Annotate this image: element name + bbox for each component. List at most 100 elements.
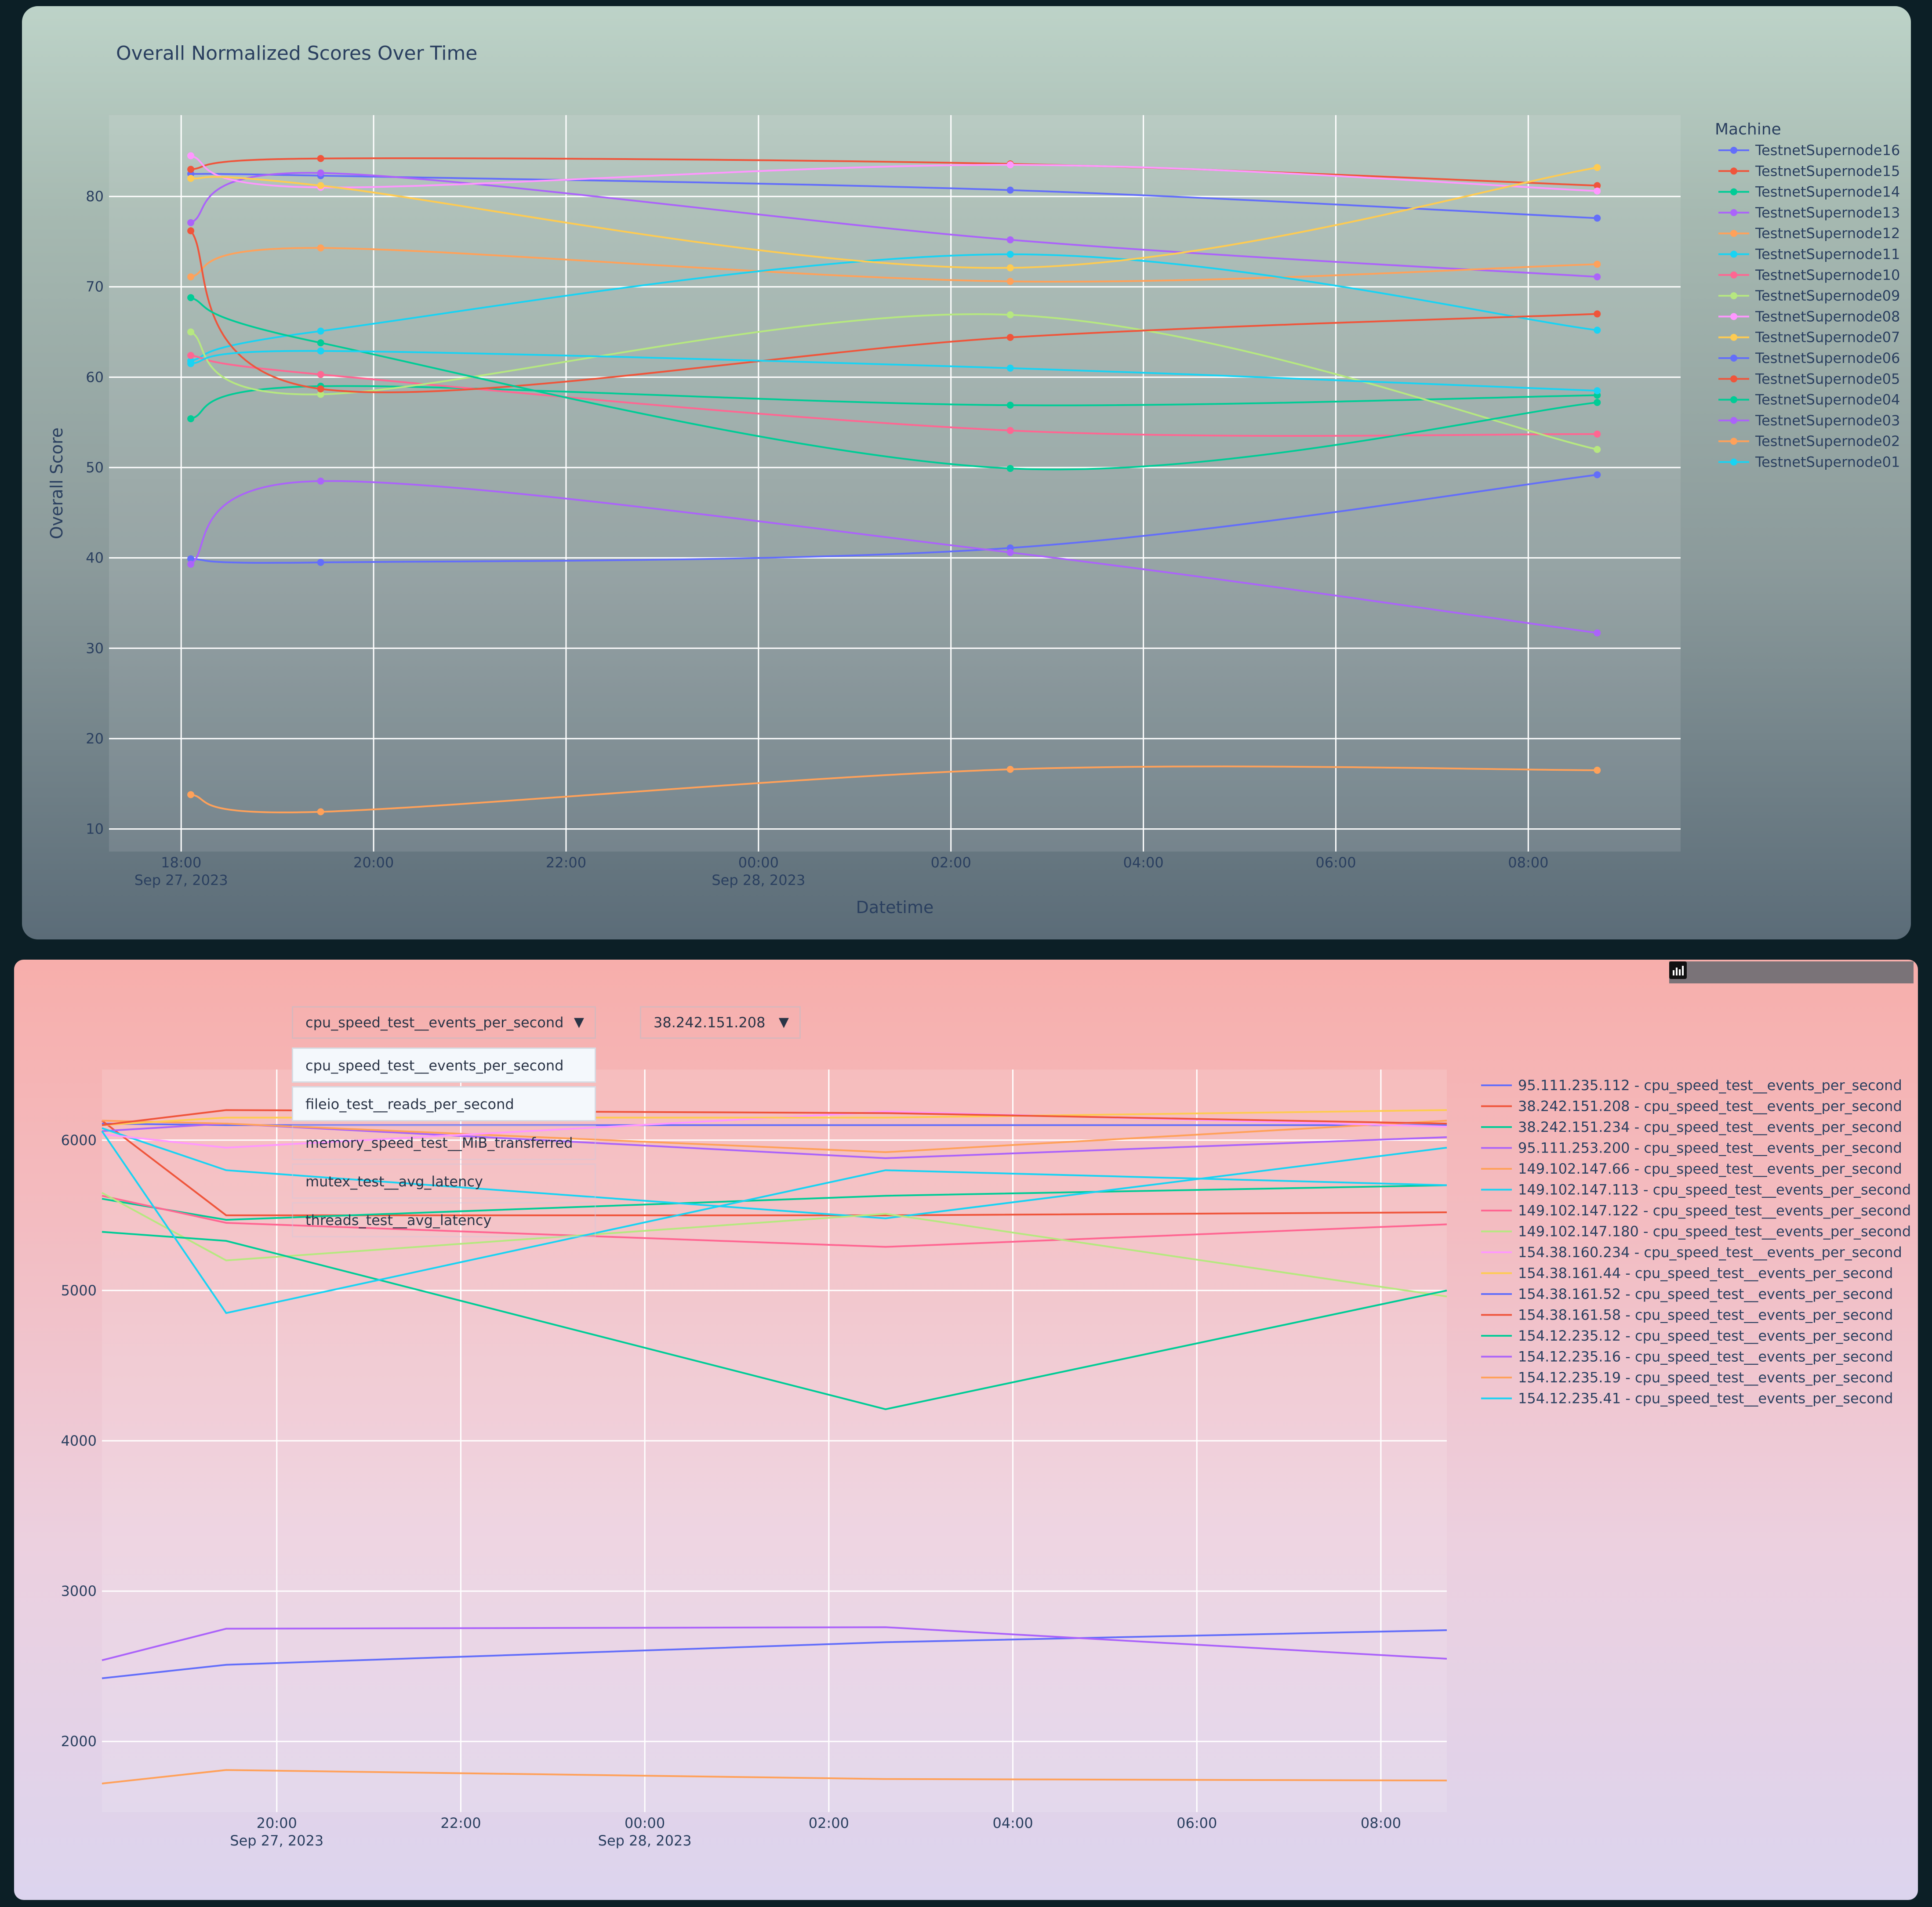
series-line[interactable] [101,1120,1447,1216]
data-point[interactable] [187,219,195,226]
data-point[interactable] [187,352,195,359]
data-point[interactable] [1594,471,1601,479]
data-point[interactable] [1594,273,1601,281]
data-point[interactable] [1594,261,1601,268]
legend-item[interactable]: 38.242.151.234 - cpu_speed_test__events_… [1481,1119,1902,1135]
series-line[interactable] [101,1131,1447,1314]
series-line[interactable] [102,1195,1447,1248]
data-point[interactable] [187,152,195,160]
data-point[interactable] [1594,629,1601,637]
data-point[interactable] [1594,766,1601,774]
data-point[interactable] [187,273,195,281]
legend-item[interactable]: TestnetSupernode11 [1718,246,1900,263]
legend-item[interactable]: TestnetSupernode02 [1718,433,1900,450]
series-line[interactable] [102,1123,1447,1159]
data-point[interactable] [317,385,324,393]
plot-area[interactable] [109,115,1681,852]
zoom-icon[interactable] [1670,962,1725,981]
data-point[interactable] [187,555,195,562]
series-line[interactable] [190,155,1598,192]
home-icon[interactable] [1670,962,1875,981]
legend-item[interactable]: TestnetSupernode06 [1718,350,1900,366]
legend-item[interactable]: 149.102.147.113 - cpu_speed_test__events… [1481,1182,1911,1198]
legend-item[interactable]: TestnetSupernode14 [1718,184,1900,200]
data-point[interactable] [317,182,324,189]
series-line[interactable] [102,1231,1447,1410]
series-line[interactable] [190,167,1598,269]
legend-item[interactable]: 154.38.161.58 - cpu_speed_test__events_p… [1481,1307,1893,1323]
data-point[interactable] [1594,182,1601,189]
data-point[interactable] [1594,310,1601,318]
legend-item[interactable]: 154.12.235.12 - cpu_speed_test__events_p… [1481,1327,1893,1344]
data-point[interactable] [317,244,324,252]
series-line[interactable] [190,230,1598,393]
data-point[interactable] [1006,334,1014,341]
legend-item[interactable]: 154.38.161.44 - cpu_speed_test__events_p… [1481,1265,1893,1282]
series-line[interactable] [190,480,1598,634]
series-line[interactable] [191,474,1598,564]
data-point[interactable] [187,561,195,568]
series-line[interactable] [190,385,1598,420]
legend-item[interactable]: 149.102.147.66 - cpu_speed_test__events_… [1481,1160,1902,1177]
series-line[interactable] [190,350,1598,392]
data-point[interactable] [317,477,324,485]
legend-item[interactable]: 154.38.160.234 - cpu_speed_test__events_… [1481,1244,1902,1261]
legend-item[interactable]: TestnetSupernode12 [1718,225,1900,242]
series-line[interactable] [190,247,1598,283]
legend-item[interactable]: 38.242.151.208 - cpu_speed_test__events_… [1481,1098,1902,1115]
data-point[interactable] [187,791,195,798]
data-point[interactable] [317,371,324,378]
legend-item[interactable]: 154.38.161.52 - cpu_speed_test__events_p… [1481,1286,1893,1302]
ip-dropdown[interactable]: 38.242.151.208 ▼ [640,1006,801,1039]
legend-item[interactable]: TestnetSupernode15 [1718,163,1900,179]
data-point[interactable] [317,347,324,355]
metric-option[interactable]: fileio_test__reads_per_second [292,1086,596,1121]
series-line[interactable] [190,297,1598,471]
legend-item[interactable]: TestnetSupernode10 [1718,267,1900,283]
data-point[interactable] [1006,161,1014,169]
autoscale-icon[interactable] [1670,962,1845,981]
data-point[interactable] [1594,399,1601,406]
legend-item[interactable]: TestnetSupernode09 [1718,287,1900,304]
plotly-logo-icon[interactable] [1669,961,1905,981]
series-line[interactable] [102,1123,1447,1126]
legend-item[interactable]: TestnetSupernode03 [1718,412,1900,429]
metric-option[interactable]: mutex_test__avg_latency [292,1164,596,1199]
data-point[interactable] [1006,549,1014,556]
data-point[interactable] [187,166,195,173]
data-point[interactable] [1006,402,1014,409]
series-line[interactable] [102,1629,1447,1679]
legend-item[interactable]: TestnetSupernode04 [1718,392,1900,408]
data-point[interactable] [317,808,324,816]
legend-item[interactable]: 154.12.235.16 - cpu_speed_test__events_p… [1481,1349,1893,1365]
data-point[interactable] [187,294,195,301]
metric-option[interactable]: threads_test__avg_latency [292,1202,596,1237]
legend-item[interactable]: TestnetSupernode01 [1718,454,1900,471]
data-point[interactable] [1006,311,1014,319]
zoom-out-icon[interactable] [1670,962,1815,981]
legend-item[interactable]: TestnetSupernode07 [1718,329,1900,346]
zoom-in-icon[interactable] [1670,962,1785,981]
data-point[interactable] [1594,446,1601,453]
data-point[interactable] [317,169,324,177]
legend-item[interactable]: 154.12.235.19 - cpu_speed_test__events_p… [1481,1369,1893,1386]
series-line[interactable] [102,1626,1447,1661]
series-line[interactable] [190,253,1598,362]
series-line[interactable] [102,1127,1447,1219]
pan-icon[interactable] [1670,962,1755,981]
series-line[interactable] [191,173,1598,219]
legend-item[interactable]: 95.111.253.200 - cpu_speed_test__events_… [1481,1140,1902,1157]
data-point[interactable] [187,415,195,422]
data-point[interactable] [1594,214,1601,222]
data-point[interactable] [317,339,324,347]
series-line[interactable] [102,1769,1447,1784]
data-point[interactable] [1594,164,1601,171]
data-point[interactable] [187,360,195,367]
series-line[interactable] [190,355,1598,437]
data-point[interactable] [187,174,195,182]
series-line[interactable] [102,1192,1447,1298]
legend-item[interactable]: 149.102.147.180 - cpu_speed_test__events… [1481,1223,1911,1240]
data-point[interactable] [1006,236,1014,243]
data-point[interactable] [317,558,324,566]
